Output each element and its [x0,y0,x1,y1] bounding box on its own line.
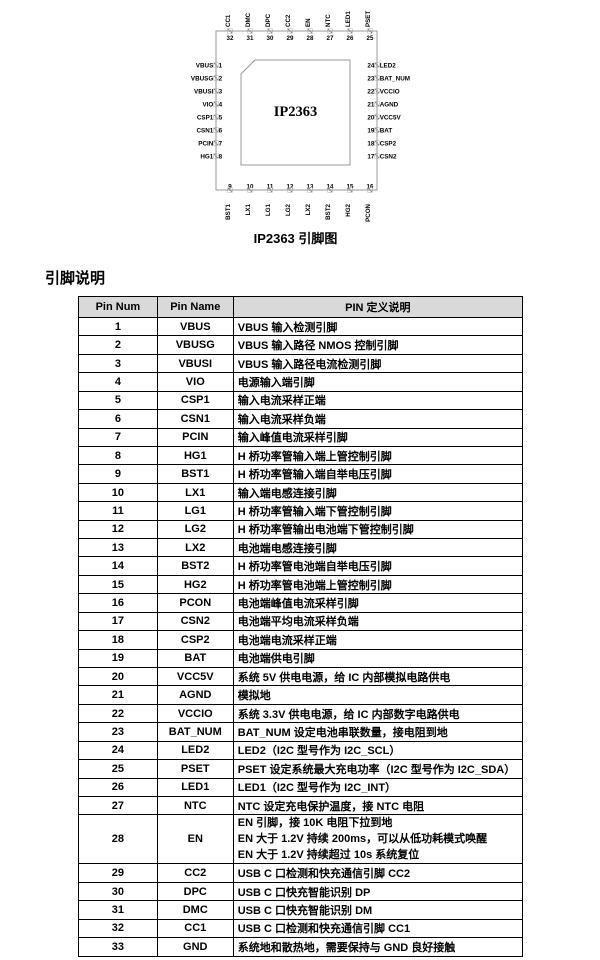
svg-text:VBUS: VBUS [196,63,214,70]
svg-text:CSN2: CSN2 [380,154,397,161]
svg-text:VCC5V: VCC5V [380,115,402,122]
svg-text:VCCIO: VCCIO [380,89,400,96]
svg-text:29: 29 [287,35,294,42]
svg-text:IP2363: IP2363 [274,104,318,120]
svg-text:LG1: LG1 [265,203,272,216]
svg-text:32: 32 [227,35,234,42]
svg-text:LG2: LG2 [285,203,292,216]
svg-text:HG2: HG2 [345,203,352,216]
svg-text:19: 19 [367,128,375,135]
svg-text:21: 21 [367,102,375,109]
svg-text:3: 3 [219,89,223,96]
svg-text:PCON: PCON [365,203,372,221]
svg-text:20: 20 [367,115,375,122]
svg-text:5: 5 [219,115,223,122]
svg-text:CSP1: CSP1 [197,115,214,122]
svg-text:24: 24 [367,63,375,70]
svg-text:AGND: AGND [380,102,399,109]
svg-text:18: 18 [367,141,375,148]
svg-text:22: 22 [367,89,375,96]
svg-text:2: 2 [219,76,223,83]
svg-text:23: 23 [367,76,375,83]
svg-text:1: 1 [219,63,223,70]
svg-text:4: 4 [219,102,223,109]
svg-text:6: 6 [219,128,223,135]
svg-text:BST1: BST1 [225,203,232,219]
svg-text:LED1: LED1 [345,11,352,27]
svg-text:EN: EN [305,18,312,27]
svg-text:CC1: CC1 [225,14,232,27]
svg-text:CSP2: CSP2 [380,141,397,148]
svg-text:26: 26 [347,35,354,42]
svg-text:CC2: CC2 [285,14,292,27]
svg-text:8: 8 [219,154,223,161]
svg-text:BAT_NUM: BAT_NUM [380,76,410,83]
svg-text:VBUSG: VBUSG [191,76,213,83]
svg-text:28: 28 [307,35,314,42]
svg-text:25: 25 [367,35,374,42]
svg-text:VIO: VIO [202,102,213,109]
svg-text:30: 30 [267,35,274,42]
svg-text:DPC: DPC [265,13,272,27]
svg-text:17: 17 [367,154,375,161]
svg-text:PCIN: PCIN [198,141,213,148]
svg-text:VBUSI: VBUSI [194,89,213,96]
svg-text:31: 31 [247,35,254,42]
svg-text:BST2: BST2 [325,203,332,219]
svg-text:IP2363 引脚图: IP2363 引脚图 [254,231,338,246]
svg-text:BAT: BAT [380,128,393,135]
svg-text:HG1: HG1 [200,154,213,161]
svg-text:LED2: LED2 [380,63,397,70]
svg-text:PSET: PSET [365,11,372,27]
svg-text:NTC: NTC [325,14,332,27]
svg-text:27: 27 [327,35,334,42]
svg-text:LX1: LX1 [245,203,252,215]
svg-text:DMC: DMC [245,12,252,27]
svg-text:7: 7 [219,141,223,148]
svg-text:LX2: LX2 [305,203,312,215]
svg-text:CSN1: CSN1 [197,128,214,135]
